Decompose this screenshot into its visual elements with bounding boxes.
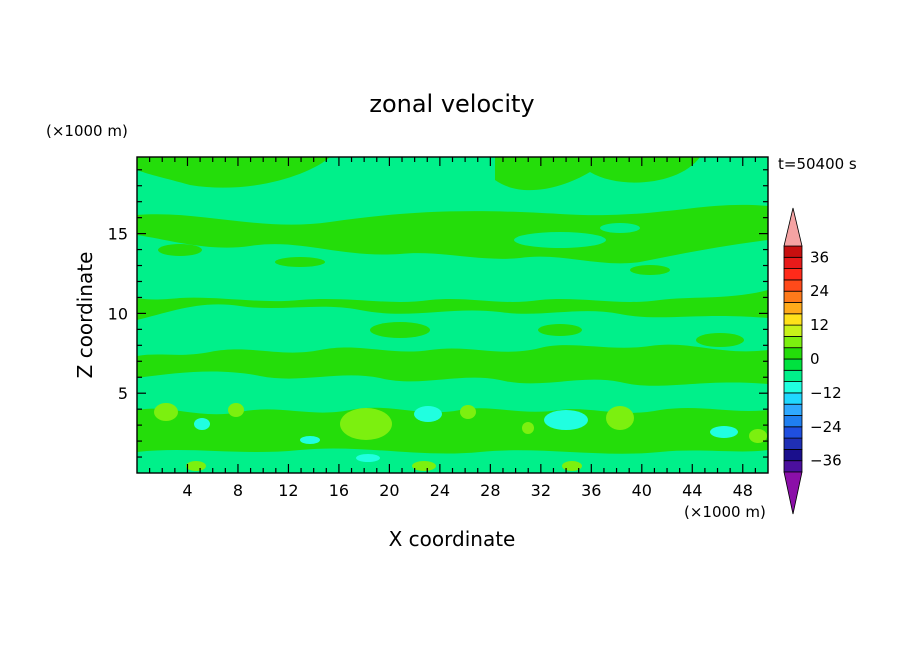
positive-cell-3 bbox=[228, 403, 244, 417]
x-tick-label: 36 bbox=[581, 481, 601, 500]
colorbar-swatch bbox=[783, 437, 803, 450]
x-axis-label: X coordinate bbox=[389, 527, 516, 551]
colorbar-swatch bbox=[783, 256, 803, 269]
colorbar: 36 24 12 0 −12 −24 −36 bbox=[783, 207, 842, 515]
negative-band-2 bbox=[137, 235, 768, 302]
y-tick-label: 10 bbox=[108, 304, 128, 323]
x-tick-label: 24 bbox=[430, 481, 450, 500]
y-axis-label: Z coordinate bbox=[73, 252, 97, 379]
positive-cell-10 bbox=[562, 461, 582, 471]
x-tick-label: 12 bbox=[278, 481, 298, 500]
colorbar-tick-label: 24 bbox=[810, 282, 829, 300]
x-unit-label: (×1000 m) bbox=[684, 503, 766, 521]
negative-cell-1 bbox=[414, 406, 442, 422]
colorbar-tick-label: −36 bbox=[810, 452, 842, 470]
positive-pocket-5 bbox=[538, 324, 582, 336]
colorbar-swatch bbox=[783, 347, 803, 360]
positive-cell-4 bbox=[460, 405, 476, 419]
y-axis: 5 10 15 bbox=[108, 169, 768, 458]
colorbar-tick-label: −12 bbox=[810, 384, 842, 402]
colorbar-swatch bbox=[783, 245, 803, 258]
negative-band-5 bbox=[137, 448, 768, 473]
colorbar-swatch bbox=[783, 302, 803, 315]
x-tick-label: 40 bbox=[632, 481, 652, 500]
colorbar-swatch bbox=[783, 426, 803, 439]
colorbar-tick-label: 12 bbox=[810, 316, 829, 334]
negative-cell-3 bbox=[194, 418, 210, 430]
positive-pocket-2 bbox=[275, 257, 325, 267]
colorbar-tick-label: 36 bbox=[810, 248, 829, 266]
colorbar-swatch bbox=[783, 313, 803, 326]
colorbar-tick-label: 0 bbox=[810, 350, 820, 368]
positive-pocket-3 bbox=[630, 265, 670, 275]
positive-pocket-1 bbox=[158, 244, 202, 256]
negative-pocket-4 bbox=[430, 280, 450, 292]
contour-field bbox=[137, 157, 768, 473]
positive-cell-1 bbox=[340, 408, 392, 440]
y-unit-label: (×1000 m) bbox=[46, 122, 128, 140]
colorbar-swatch bbox=[783, 290, 803, 303]
negative-cell-2 bbox=[544, 410, 588, 430]
x-tick-label: 16 bbox=[329, 481, 349, 500]
colorbar-over-arrow bbox=[783, 207, 803, 247]
colorbar-swatch bbox=[783, 324, 803, 337]
colorbar-swatch bbox=[783, 403, 803, 416]
colorbar-swatch bbox=[783, 460, 803, 473]
negative-band-4 bbox=[137, 371, 768, 415]
x-tick-label: 20 bbox=[379, 481, 399, 500]
colorbar-swatch bbox=[783, 335, 803, 349]
colorbar-swatch bbox=[783, 369, 803, 382]
time-label: t=50400 s bbox=[778, 155, 857, 173]
positive-cell-7 bbox=[522, 422, 534, 434]
colorbar-under-arrow bbox=[783, 471, 803, 515]
colorbar-swatch bbox=[783, 448, 803, 462]
y-tick-label: 15 bbox=[108, 225, 128, 244]
negative-pocket-1 bbox=[514, 232, 606, 248]
x-tick-label: 4 bbox=[182, 481, 192, 500]
x-tick-label: 8 bbox=[233, 481, 243, 500]
positive-cell-9 bbox=[412, 461, 436, 471]
negative-band-3 bbox=[137, 304, 768, 356]
negative-cell-5 bbox=[300, 436, 320, 444]
colorbar-swatch bbox=[783, 268, 803, 281]
positive-cell-8 bbox=[186, 461, 206, 471]
x-axis: 4 8 12 16 20 24 28 32 36 40 44 48 bbox=[149, 157, 756, 500]
x-tick-label: 32 bbox=[531, 481, 551, 500]
colorbar-swatch bbox=[783, 392, 803, 405]
chart-title: zonal velocity bbox=[369, 90, 534, 118]
positive-cell-2 bbox=[154, 403, 178, 421]
positive-pocket-6 bbox=[696, 333, 744, 347]
colorbar-swatch bbox=[783, 279, 803, 292]
colorbar-swatch bbox=[783, 415, 803, 428]
colorbar-swatch bbox=[783, 358, 803, 371]
colorbar-swatch bbox=[783, 381, 803, 394]
negative-cell-6 bbox=[356, 454, 380, 462]
positive-cell-5 bbox=[606, 406, 634, 430]
colorbar-tick-label: −24 bbox=[810, 418, 842, 436]
x-tick-label: 28 bbox=[480, 481, 500, 500]
y-tick-label: 5 bbox=[118, 384, 128, 403]
negative-band-1 bbox=[137, 157, 768, 225]
negative-cell-4 bbox=[710, 426, 738, 438]
x-tick-label: 48 bbox=[733, 481, 753, 500]
positive-pocket-4 bbox=[370, 322, 430, 338]
x-tick-label: 44 bbox=[682, 481, 702, 500]
positive-cell-6 bbox=[749, 429, 767, 443]
negative-pocket-3 bbox=[600, 223, 640, 233]
